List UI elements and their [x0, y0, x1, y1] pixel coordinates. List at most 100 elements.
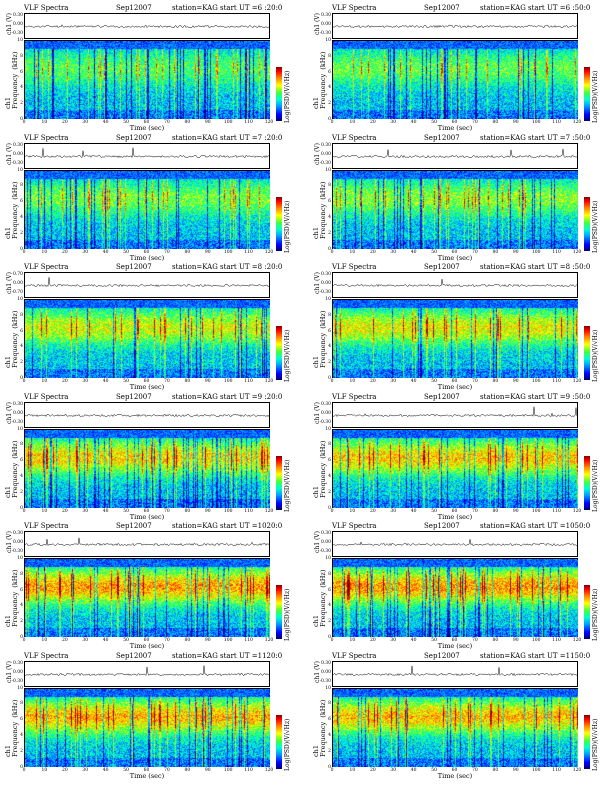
time-tick-label: 80	[492, 120, 499, 125]
time-tick-label: 110	[244, 508, 253, 514]
time-tick-label: 50	[431, 767, 437, 773]
frequency-tick-label: 4	[20, 344, 23, 350]
time-axis-label: Time (sec)	[437, 771, 473, 780]
header-title: VLF Spectra	[332, 4, 377, 12]
header-station: station=KAG	[480, 4, 526, 12]
time-tick-label: 30	[390, 767, 397, 773]
frequency-tick-label: 2	[20, 230, 23, 236]
time-tick-label: 70	[164, 120, 170, 125]
frequency-ticks: 10 8 6 4 2 0	[324, 38, 332, 122]
time-tick-label: 60	[451, 249, 458, 255]
time-tick-label: 0	[330, 249, 334, 255]
time-tick-label: 10	[349, 767, 356, 773]
spectrogram-image	[25, 300, 270, 378]
waveform-trace	[333, 539, 578, 547]
frequency-axis-label: ch1 Frequency (kHz)	[312, 51, 327, 109]
time-tick-label: 90	[204, 508, 211, 514]
frequency-tick-label: 8	[328, 442, 331, 448]
frequency-tick-label: 2	[328, 230, 331, 236]
waveform-line	[333, 148, 578, 158]
frequency-tick-label: 0	[328, 246, 331, 252]
header-station: station=KAG	[480, 133, 526, 142]
colorbar-label: Log(PSD)(V/√Hz)	[592, 329, 599, 382]
header-date: Sep12007	[116, 522, 152, 530]
waveform-trace	[25, 277, 270, 288]
time-tick-label: 100	[223, 508, 233, 514]
frequency-axis-label: ch1 Frequency (kHz)	[312, 699, 327, 757]
frequency-ticks: 10 8 6 4 2 0	[324, 297, 332, 381]
frequency-ticks: 10 8 6 4 2 0	[16, 297, 24, 381]
spectrogram-image	[25, 559, 270, 637]
frequency-tick-label: 2	[328, 101, 331, 107]
waveform-tick-label: -0.30	[319, 549, 331, 554]
time-axis-label: Time (sec)	[437, 383, 473, 391]
spectrogram-image	[333, 41, 578, 119]
spectrogram-plot	[24, 558, 270, 637]
time-tick-label: 60	[143, 508, 150, 514]
time-tick-label: 110	[552, 508, 561, 514]
time-tick-label: 60	[143, 379, 150, 384]
waveform-plot: 0.30 0.00 -0.30	[319, 272, 578, 298]
colorbar	[584, 455, 590, 510]
waveform-tick-label: -0.70	[11, 290, 23, 295]
waveform-tick-label: -0.30	[11, 678, 23, 684]
frequency-tick-label: 2	[328, 619, 331, 625]
time-tick-label: 20	[369, 508, 376, 514]
waveform-tick-label: -0.30	[319, 290, 331, 295]
time-tick-label: 40	[102, 638, 109, 643]
time-tick-label: 40	[102, 767, 109, 773]
waveform-tick-label: -0.30	[11, 419, 23, 425]
time-tick-label: 10	[41, 767, 48, 773]
waveform-trace	[333, 665, 578, 676]
frequency-tick-label: 0	[328, 764, 331, 770]
header-date: Sep12007	[116, 133, 152, 142]
time-tick-label: 50	[123, 767, 129, 773]
waveform-axis-label: ch1 (V)	[6, 401, 13, 424]
colorbar	[276, 326, 282, 380]
time-axis-label: Time (sec)	[129, 253, 165, 262]
frequency-tick-label: 0	[20, 376, 23, 381]
frequency-tick-label: 4	[328, 603, 331, 609]
waveform-tick-label: 0.70	[12, 272, 23, 277]
header-title: VLF Spectra	[332, 263, 377, 271]
header-start: start UT =1150:0	[528, 651, 591, 660]
time-tick-label: 100	[531, 249, 541, 255]
time-axis-label: Time (sec)	[437, 512, 473, 521]
frequency-tick-label: 2	[328, 360, 331, 366]
frequency-tick-label: 2	[20, 619, 23, 625]
header-date: Sep12007	[424, 392, 460, 401]
time-tick-label: 60	[143, 767, 150, 773]
time-tick-label: 0	[22, 638, 26, 643]
header-station: station=KAG	[172, 263, 218, 271]
time-tick-label: 60	[451, 120, 458, 125]
time-tick-label: 20	[369, 249, 376, 255]
time-tick-label: 10	[349, 249, 356, 255]
time-tick-label: 0	[22, 767, 26, 773]
waveform-trace	[333, 148, 578, 158]
time-tick-label: 30	[82, 767, 89, 773]
time-tick-label: 110	[552, 120, 561, 125]
time-axis-label: Time (sec)	[129, 124, 165, 132]
waveform-tick-label: -0.30	[11, 31, 23, 36]
time-ticks: 0 10 20 30 40 50 60 70 80 90 100 110 120	[22, 638, 274, 644]
time-tick-label: 120	[572, 767, 582, 773]
frequency-tick-label: 4	[328, 344, 331, 350]
spectrogram-panel: VLF Spectra Sep12007 station=KAG start UT =…	[4, 651, 294, 780]
waveform-trace	[333, 279, 578, 288]
time-tick-label: 80	[184, 249, 191, 255]
time-tick-label: 100	[531, 767, 541, 773]
time-tick-label: 110	[552, 767, 561, 773]
waveform-tick-label: -0.30	[319, 419, 331, 425]
waveform-tick-label: -0.30	[319, 160, 331, 166]
frequency-tick-label: 10	[17, 556, 23, 561]
time-tick-label: 70	[472, 249, 478, 255]
time-tick-label: 40	[102, 508, 109, 514]
time-tick-label: 50	[431, 508, 437, 514]
time-ticks: 0 10 20 30 40 50 60 70 80 90 100 110 120	[331, 767, 582, 774]
frequency-axis-label: ch1 Frequency (kHz)	[4, 699, 19, 757]
time-tick-label: 0	[330, 638, 334, 643]
header-date: Sep12007	[424, 522, 460, 530]
frequency-tick-label: 4	[20, 214, 23, 220]
colorbar-label: Log(PSD)(V/√Hz)	[592, 718, 599, 771]
time-tick-label: 80	[492, 249, 499, 255]
